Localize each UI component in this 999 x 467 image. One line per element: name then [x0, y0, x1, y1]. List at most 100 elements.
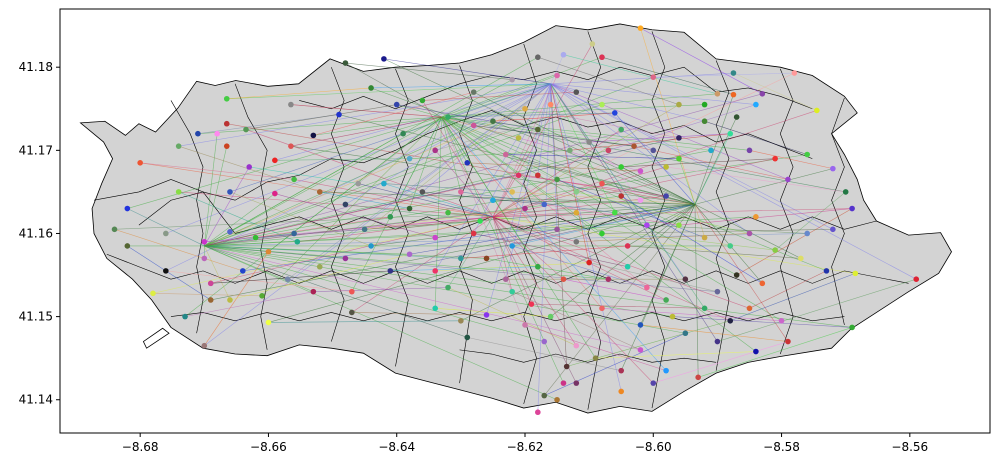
- trip-line: [178, 191, 298, 243]
- location-point: [432, 234, 439, 241]
- location-point: [406, 155, 413, 162]
- trip-line: [422, 91, 577, 101]
- trip-line: [204, 166, 250, 247]
- x-tick-label: −8.62: [507, 440, 544, 454]
- trip-line: [313, 287, 449, 292]
- location-point: [573, 342, 580, 349]
- trip-line: [204, 245, 545, 342]
- trip-line: [733, 72, 817, 111]
- location-point: [730, 70, 737, 76]
- location-point: [830, 226, 836, 233]
- trip-line: [550, 83, 750, 234]
- trip-line: [351, 312, 487, 316]
- location-point: [785, 338, 791, 345]
- location-point: [804, 151, 811, 158]
- location-point: [522, 105, 528, 112]
- location-point: [272, 157, 278, 164]
- trip-line: [319, 191, 410, 209]
- trip-line: [550, 83, 567, 367]
- trip-line: [127, 208, 205, 247]
- parish-boundary-line: [523, 43, 537, 404]
- location-point: [682, 330, 689, 337]
- location-point: [111, 226, 118, 233]
- location-point: [592, 355, 599, 361]
- location-point: [637, 322, 644, 328]
- parish-boundary-line: [831, 97, 845, 325]
- location-point: [227, 229, 233, 235]
- location-point: [406, 205, 413, 212]
- trip-line: [601, 307, 782, 322]
- location-point: [663, 193, 669, 199]
- trip-line: [409, 229, 558, 255]
- y-tick-label: 41.16: [19, 226, 53, 240]
- trip-line: [268, 320, 461, 323]
- trip-line: [492, 112, 615, 122]
- trip-line: [473, 83, 551, 234]
- trip-line: [492, 216, 731, 322]
- trip-line: [345, 83, 551, 205]
- trip-line: [204, 193, 276, 247]
- location-point: [124, 205, 131, 212]
- trip-line: [204, 150, 712, 247]
- trip-line: [204, 245, 468, 338]
- trip-line: [441, 116, 603, 309]
- location-point: [589, 41, 596, 47]
- location-point: [294, 238, 301, 245]
- trip-line: [441, 116, 827, 272]
- trip-line: [152, 216, 493, 294]
- location-point: [288, 101, 294, 108]
- trip-line: [297, 216, 493, 243]
- trip-line: [441, 79, 513, 118]
- trip-line: [204, 245, 686, 334]
- trip-line: [505, 154, 679, 159]
- location-point: [223, 120, 230, 127]
- location-point: [852, 270, 859, 277]
- trip-line: [492, 216, 667, 301]
- trip-line: [370, 87, 696, 205]
- location-point: [830, 165, 836, 172]
- trip-line: [576, 233, 750, 243]
- trip-line: [524, 324, 667, 371]
- location-point: [201, 238, 208, 245]
- trip-line: [576, 191, 750, 234]
- trip-line: [441, 116, 846, 193]
- location-point: [477, 218, 483, 224]
- location-point: [515, 172, 522, 179]
- trip-line: [694, 168, 833, 205]
- trip-line: [672, 316, 853, 328]
- location-point: [207, 297, 214, 303]
- location-point: [265, 319, 272, 326]
- trip-line: [569, 133, 731, 151]
- location-point: [554, 226, 560, 233]
- trip-line: [441, 56, 603, 118]
- parish-boundary-line: [299, 66, 813, 110]
- trip-line: [550, 83, 833, 230]
- location-point: [483, 312, 490, 318]
- location-point: [207, 280, 214, 287]
- location-point: [342, 255, 349, 262]
- trip-line: [550, 83, 577, 93]
- trip-line: [140, 162, 493, 218]
- parish-boundary-line: [170, 312, 845, 322]
- trip-line: [633, 145, 789, 180]
- y-tick-label: 41.14: [19, 393, 53, 407]
- trip-line: [383, 183, 513, 193]
- parish-boundary-line: [459, 349, 717, 363]
- location-point: [663, 367, 669, 374]
- location-point: [419, 97, 426, 104]
- trip-line: [492, 110, 817, 218]
- location-point: [823, 268, 830, 274]
- location-point: [611, 209, 618, 216]
- location-point: [644, 284, 650, 291]
- trip-line: [601, 56, 734, 95]
- trip-line: [749, 270, 827, 309]
- trip-line: [486, 258, 609, 280]
- trip-line: [550, 54, 564, 84]
- trip-line: [448, 112, 615, 118]
- location-point: [605, 147, 612, 154]
- trip-line: [537, 56, 680, 105]
- location-point: [644, 222, 650, 228]
- trip-line: [556, 179, 705, 238]
- trip-line: [261, 116, 442, 297]
- location-point: [137, 160, 143, 166]
